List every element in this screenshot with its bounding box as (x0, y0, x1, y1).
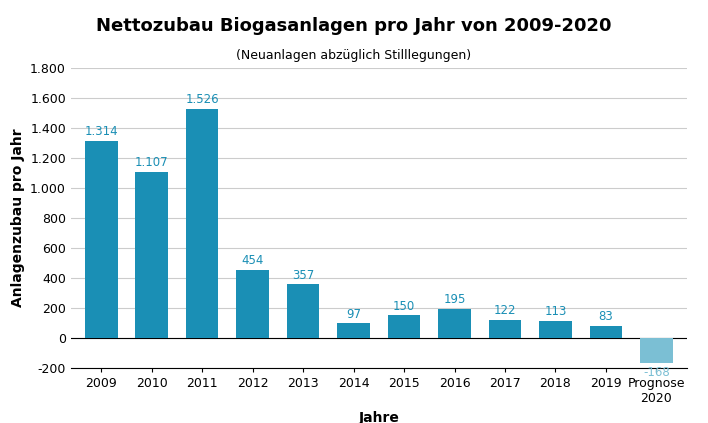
Text: -168: -168 (643, 366, 670, 379)
Bar (236, 270, 269, 338)
Text: 1.526: 1.526 (185, 93, 219, 106)
Bar (539, 321, 572, 338)
Y-axis label: Anlagenzubau pro Jahr: Anlagenzubau pro Jahr (11, 129, 25, 307)
Bar (185, 109, 219, 338)
Bar (337, 324, 370, 338)
Bar (640, 338, 673, 363)
Bar (287, 284, 319, 338)
Bar (590, 326, 622, 338)
X-axis label: Jahre: Jahre (358, 411, 399, 423)
Text: 97: 97 (346, 308, 361, 321)
Text: Nettozubau Biogasanlagen pro Jahr von 2009-2020: Nettozubau Biogasanlagen pro Jahr von 20… (96, 17, 612, 35)
Bar (387, 316, 421, 338)
Text: 357: 357 (292, 269, 314, 282)
Text: 122: 122 (493, 304, 516, 317)
Bar (489, 320, 521, 338)
Bar (85, 141, 118, 338)
Bar (438, 309, 471, 338)
Text: 113: 113 (544, 305, 566, 318)
Text: 195: 195 (443, 293, 466, 306)
Bar (135, 172, 168, 338)
Text: 150: 150 (393, 300, 415, 313)
Text: 83: 83 (598, 310, 613, 323)
Text: (Neuanlagen abzüglich Stilllegungen): (Neuanlagen abzüglich Stilllegungen) (236, 49, 472, 62)
Text: 454: 454 (241, 254, 264, 267)
Text: 1.314: 1.314 (84, 125, 118, 138)
Text: 1.107: 1.107 (135, 156, 169, 169)
